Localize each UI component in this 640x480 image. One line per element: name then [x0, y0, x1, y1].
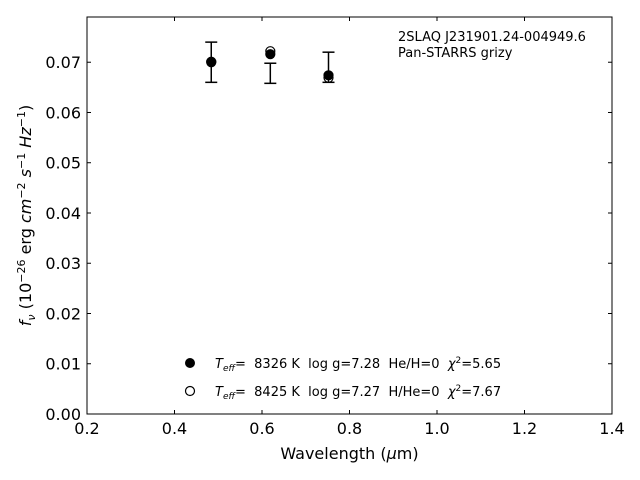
model-point-open: [206, 57, 217, 68]
model-point-open: [323, 72, 334, 83]
y-tick-label: 0.03: [45, 254, 81, 273]
y-axis-label: fν (10−26 erg cm−2 s−1 Hz−1): [15, 105, 38, 326]
y-tick-label: 0.04: [45, 204, 81, 223]
x-tick-label: 0.2: [74, 419, 99, 438]
y-tick-label: 0.02: [45, 304, 81, 323]
model-point-filled: [265, 49, 276, 60]
legend-marker-filled: [185, 358, 195, 368]
x-tick-label: 1.2: [512, 419, 537, 438]
y-tick-label: 0.00: [45, 405, 81, 424]
legend: Teff= 8326 K log g=7.28 He/H=0 χ2=5.65 T…: [184, 356, 501, 402]
model-point-filled: [323, 70, 334, 81]
object-name-annotation: 2SLAQ J231901.24-004949.6: [398, 30, 586, 45]
y-tick-label: 0.06: [45, 103, 81, 122]
x-tick-label: 1.0: [424, 419, 449, 438]
x-axis: 0.2 0.4 0.6 0.8 1.0 1.2 1.4: [74, 17, 625, 438]
y-tick-label: 0.07: [45, 53, 81, 72]
errorbar: [264, 62, 277, 85]
x-axis-label: Wavelength (μm): [280, 444, 418, 463]
plot-frame: [86, 16, 613, 415]
legend-entry-2: Teff= 8425 K log g=7.27 H/He=0 χ2=7.67: [215, 384, 501, 402]
x-tick-label: 0.4: [162, 419, 187, 438]
x-tick-label: 1.4: [599, 419, 624, 438]
y-axis: 0.00 0.01 0.02 0.03 0.04 0.05 0.06 0.07: [45, 53, 612, 424]
legend-marker-open: [184, 385, 196, 397]
legend-entry-1: Teff= 8326 K log g=7.28 He/H=0 χ2=5.65: [215, 356, 501, 374]
model-points: [206, 46, 334, 83]
observed-errorbars: [205, 41, 335, 85]
y-tick-label: 0.01: [45, 355, 81, 374]
x-tick-label: 0.8: [337, 419, 362, 438]
survey-annotation: Pan-STARRS grizy: [398, 46, 513, 61]
y-tick-label: 0.05: [45, 154, 81, 173]
x-tick-label: 0.6: [249, 419, 274, 438]
model-point-open: [265, 46, 276, 57]
